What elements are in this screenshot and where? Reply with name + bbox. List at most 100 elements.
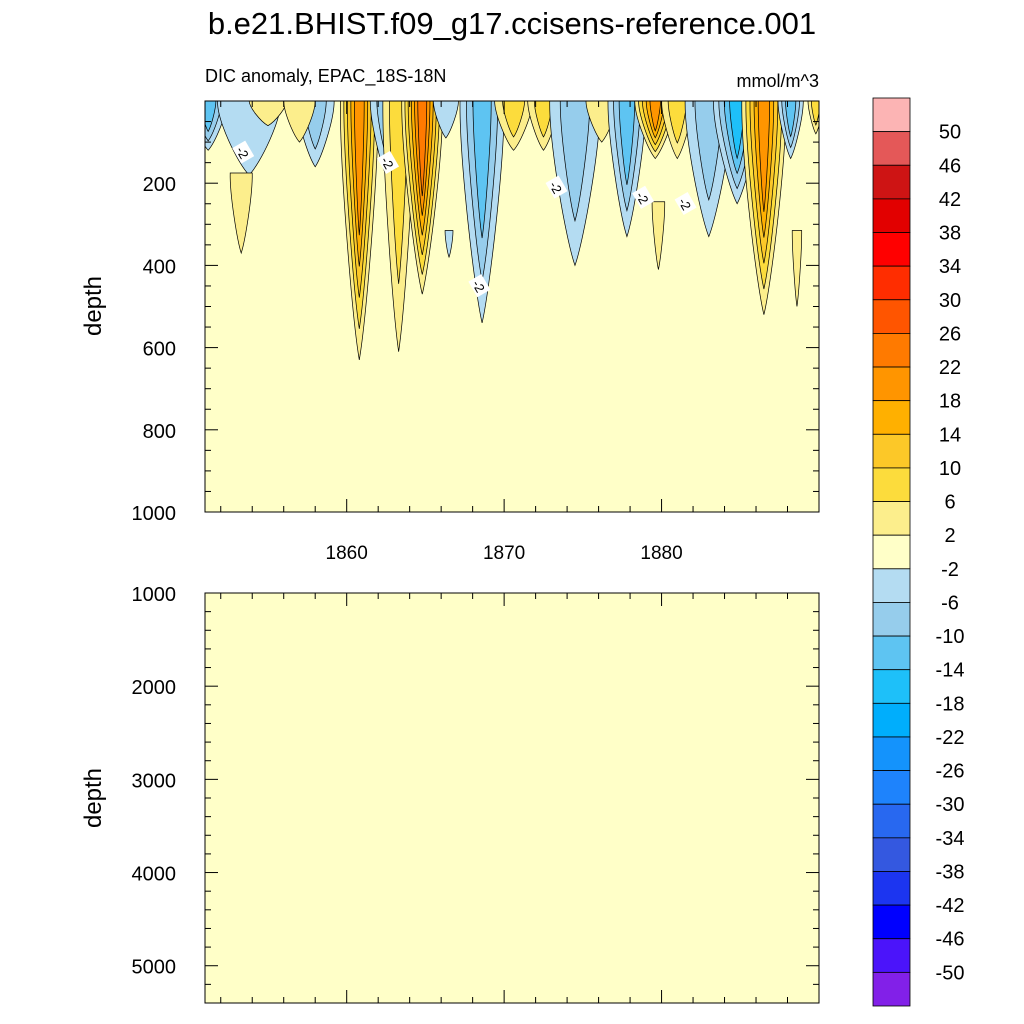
- colorbar-swatch: [872, 568, 911, 603]
- contour-feature: [607, 101, 647, 238]
- colorbar-swatch: [872, 736, 911, 771]
- colorbar-swatch: [872, 232, 911, 267]
- colorbar-label: -18: [936, 693, 965, 715]
- top-axis-ticks: 200 400 600 800 1000 1860 1870 1880: [132, 101, 820, 564]
- colorbar-label: -10: [936, 626, 965, 648]
- colorbar-label: 10: [939, 458, 961, 480]
- contour-label: -2: [674, 191, 697, 216]
- top-contour-labels: -2 -2 -2 -2 -2 -2: [232, 140, 697, 298]
- colorbar-swatch: [872, 433, 911, 469]
- contour-label: -2: [545, 175, 568, 199]
- y-tick-label: 5000: [132, 957, 177, 979]
- colorbar-swatch: [872, 971, 911, 1007]
- colorbar-swatch: [872, 164, 911, 200]
- colorbar-swatch: [872, 702, 911, 738]
- bottom-axis-ticks: 1000 2000 3000 4000 5000: [132, 584, 820, 1003]
- contour-feature: [651, 201, 666, 270]
- contour-feature: [459, 101, 505, 324]
- colorbar-swatch: [872, 534, 911, 570]
- colorbar-label: 26: [939, 323, 961, 345]
- top-subtitle-right: mmol/m^3: [737, 71, 819, 91]
- colorbar-label: 14: [939, 424, 961, 446]
- contour-band: [618, 101, 636, 185]
- colorbar-swatch: [872, 501, 911, 536]
- colorbar-label: 30: [939, 290, 961, 312]
- colorbar-label: 6: [944, 492, 955, 514]
- contour-label-box: [468, 274, 491, 298]
- colorbar-swatch: [872, 131, 911, 166]
- colorbar-label: 38: [939, 223, 961, 245]
- contour-label-box: [545, 175, 568, 199]
- x-tick-label: 1860: [326, 543, 368, 564]
- contour-band: [791, 230, 803, 307]
- contour-label-box: [632, 185, 655, 209]
- contour-feature: [741, 101, 787, 315]
- colorbar-swatch: [872, 265, 911, 301]
- contour-feature: [433, 101, 459, 139]
- colorbar-label: -2: [941, 559, 959, 581]
- colorbar-label: -26: [936, 761, 965, 783]
- contour-band: [283, 101, 316, 143]
- contour-band: [651, 201, 666, 270]
- contour-feature: [401, 101, 444, 295]
- colorbar-label: 50: [939, 122, 961, 144]
- contour-label: -2: [377, 150, 400, 174]
- colorbar-swatch: [872, 938, 911, 973]
- colorbar-swatch: [872, 366, 911, 402]
- contour-feature: [229, 172, 253, 255]
- contour-feature: [340, 101, 379, 360]
- y-tick-label: 1000: [132, 584, 177, 606]
- colorbar-swatch: [872, 635, 911, 671]
- y-tick-label: 1000: [132, 503, 177, 525]
- contour-feature: [791, 230, 803, 307]
- y-tick-label: 600: [143, 339, 176, 361]
- contour-band: [417, 101, 428, 197]
- colorbar-label: 2: [944, 525, 955, 547]
- contour-label-box: [232, 140, 255, 164]
- contour-band: [444, 230, 454, 259]
- contour-band: [757, 101, 770, 212]
- top-subtitle-left: DIC anomaly, EPAC_18S-18N: [205, 66, 446, 87]
- colorbar-swatch: [872, 770, 911, 805]
- colorbar-label: -30: [936, 794, 965, 816]
- contour-label: -2: [632, 185, 655, 209]
- colorbar-swatch: [872, 467, 911, 502]
- colorbar-label: -14: [936, 660, 965, 682]
- y-tick-label: 400: [143, 256, 176, 278]
- contour-band: [649, 101, 661, 132]
- colorbar-swatch: [872, 871, 911, 906]
- colorbar: 50 46 42 38 34 30 26 22 18 14 10 6 2 -2 -6 -10 -14 -18 -22…: [872, 97, 965, 1007]
- colorbar-swatch: [872, 299, 911, 334]
- top-contour-fills: [205, 101, 819, 360]
- y-tick-label: 4000: [132, 864, 177, 886]
- colorbar-swatch: [872, 97, 911, 133]
- colorbar-swatch: [872, 904, 911, 940]
- top-panel: DIC anomaly, EPAC_18S-18N mmol/m^3 -2-2-…: [80, 66, 820, 564]
- top-y-axis-label: depth: [80, 276, 107, 336]
- figure-title: b.e21.BHIST.f09_g17.ccisens-reference.00…: [208, 6, 816, 41]
- colorbar-label: -42: [936, 895, 965, 917]
- contour-band: [785, 101, 797, 138]
- bottom-plot-background: [205, 593, 819, 1003]
- colorbar-label: -38: [936, 861, 965, 883]
- y-tick-label: 200: [143, 174, 176, 196]
- colorbar-label: 42: [939, 189, 961, 211]
- contour-feature: [549, 101, 601, 267]
- contour-band: [559, 101, 591, 223]
- colorbar-swatch: [872, 602, 911, 637]
- colorbar-label: -34: [936, 828, 965, 850]
- contour-label-box: [377, 150, 400, 174]
- contour-label: -2: [232, 140, 255, 164]
- bottom-y-axis-label: depth: [80, 768, 107, 828]
- colorbar-label: -6: [941, 592, 959, 614]
- contour-label-box: [674, 191, 697, 216]
- contour-band: [229, 172, 253, 255]
- contour-feature: [444, 230, 454, 259]
- y-tick-label: 3000: [132, 770, 177, 792]
- contour-feature: [777, 101, 804, 160]
- x-tick-label: 1870: [483, 543, 525, 564]
- colorbar-label: -46: [936, 929, 965, 951]
- y-tick-label: 800: [143, 421, 176, 443]
- colorbar-label: -22: [936, 727, 965, 749]
